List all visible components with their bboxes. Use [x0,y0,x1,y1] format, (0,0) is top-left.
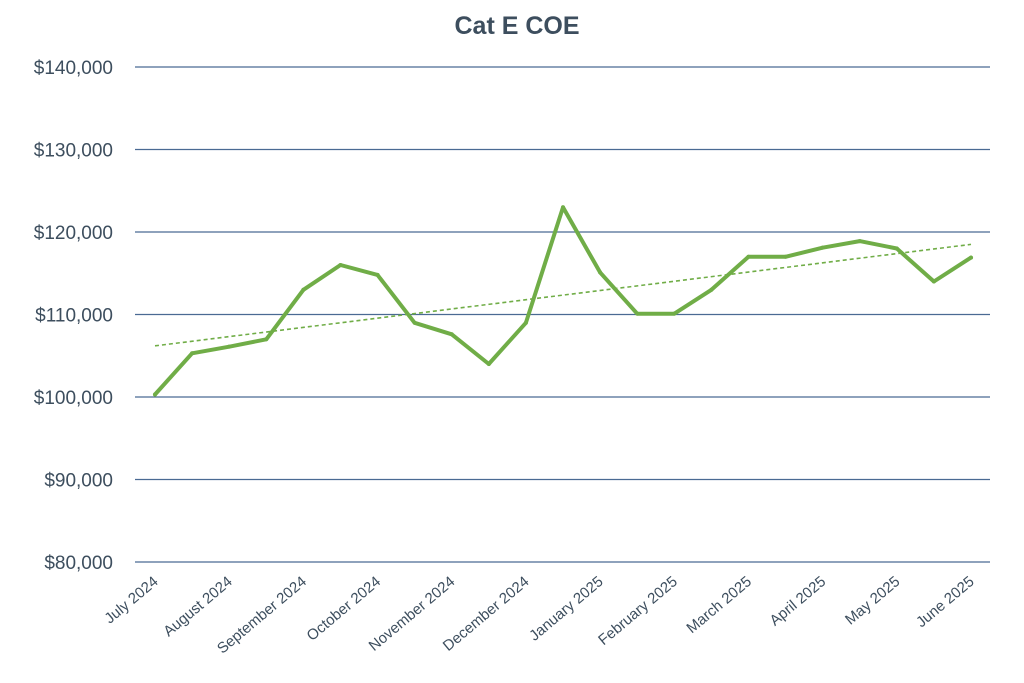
trendline-layer [154,243,972,347]
y-tick-label: $120,000 [34,223,113,244]
trendline [154,243,972,347]
y-tick-label: $110,000 [35,306,113,327]
x-tick-label: July 2024 [101,573,161,627]
data-point [190,351,195,356]
series-layer [153,205,973,397]
series-line-cat-e-coe [153,205,973,397]
data-point [969,255,973,260]
x-tick-label: June 2025 [913,573,978,631]
data-point [709,287,714,292]
gridlines [135,66,990,563]
data-point [301,287,306,292]
y-tick-label: $90,000 [44,471,113,492]
data-point [153,392,157,397]
data-point [412,320,417,325]
x-tick-label: April 2025 [767,573,830,629]
x-tick-label: February 2025 [595,573,681,649]
data-point [598,270,603,275]
y-tick-label: $140,000 [34,58,113,79]
chart-title: Cat E COE [454,12,579,40]
y-tick-label: $130,000 [34,141,113,162]
x-tick-label: October 2024 [304,573,385,644]
data-point [635,311,640,316]
data-point [672,311,677,316]
data-point [375,272,380,277]
x-tick-label: August 2024 [160,573,235,640]
data-point [820,245,825,250]
data-point [746,254,751,259]
data-point [486,362,491,366]
y-tick-label: $100,000 [34,388,113,409]
data-point [227,344,232,349]
x-tick-label: May 2025 [842,573,903,628]
data-point [783,254,788,259]
data-points-layer [153,205,973,397]
x-tick-label: January 2025 [526,573,607,644]
data-point [561,205,565,210]
data-point [449,332,454,337]
y-tick-label: $80,000 [44,553,113,574]
data-point [338,263,343,267]
data-point [931,279,936,284]
data-point [523,320,528,325]
data-point [857,239,862,244]
y-axis-tick-labels: $80,000 $90,000 $100,000 $110,000 $120,000 $1… [34,58,113,574]
data-point [264,337,269,342]
x-tick-label: March 2025 [683,573,755,637]
data-point [894,246,899,251]
